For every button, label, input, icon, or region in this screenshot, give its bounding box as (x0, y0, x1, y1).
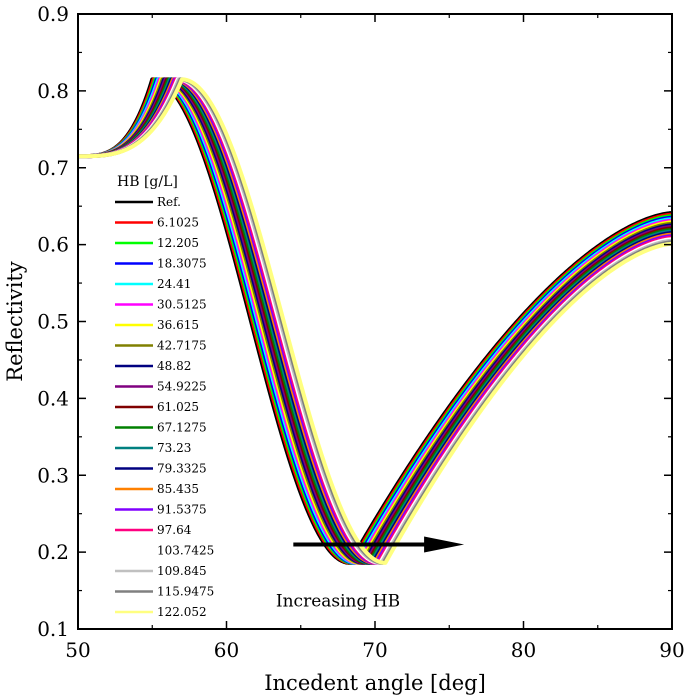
legend-label-6: 36.615 (157, 318, 199, 332)
y-axis-title: Reflectivity (3, 261, 27, 382)
legend-label-11: 67.1275 (157, 421, 207, 435)
legend-label-14: 85.435 (157, 482, 199, 496)
x-tick-label: 90 (659, 638, 684, 662)
legend-label-5: 30.5125 (157, 298, 207, 312)
x-tick-label: 80 (511, 638, 536, 662)
y-tick-label: 0.8 (37, 79, 69, 103)
legend-label-8: 48.82 (157, 359, 191, 373)
legend-label-19: 115.9475 (157, 585, 214, 599)
y-tick-label: 0.2 (37, 540, 69, 564)
x-tick-label: 60 (214, 638, 239, 662)
legend-label-9: 54.9225 (157, 380, 207, 394)
legend-label-10: 61.025 (157, 400, 199, 414)
y-tick-label: 0.3 (37, 463, 69, 487)
legend-label-2: 12.205 (157, 236, 199, 250)
legend-label-7: 42.7175 (157, 339, 207, 353)
legend-label-13: 79.3325 (157, 462, 207, 476)
legend-title: HB [g/L] (117, 174, 178, 190)
legend-label-0: Ref. (157, 195, 181, 209)
legend-label-12: 73.23 (157, 441, 191, 455)
y-axis-ticks: 0.1 0.2 0.3 0.4 0.5 0.6 0.7 0.8 0.9 (37, 2, 672, 641)
x-axis-ticks: 50 60 70 80 90 (65, 14, 685, 662)
legend-label-17: 103.7425 (157, 544, 214, 558)
x-tick-label: 70 (362, 638, 387, 662)
legend-label-16: 97.64 (157, 523, 192, 537)
series-line-20 (78, 77, 672, 565)
y-tick-label: 0.6 (37, 233, 69, 257)
arrow-head-icon (424, 536, 465, 553)
annotation-label: Increasing HB (276, 591, 400, 611)
legend-label-18: 109.845 (157, 564, 207, 578)
x-axis-title: Incedent angle [deg] (264, 671, 486, 695)
legend-label-4: 24.41 (157, 277, 191, 291)
y-tick-label: 0.4 (37, 386, 69, 410)
series-curves (78, 77, 672, 565)
legend-label-20: 122.052 (157, 605, 207, 619)
y-tick-label: 0.7 (37, 156, 69, 180)
legend: HB [g/L] Ref. 6.1025 12.205 18.3075 24.41 30.… (115, 174, 214, 619)
y-tick-label: 0.5 (37, 310, 69, 334)
legend-label-3: 18.3075 (157, 257, 207, 271)
y-tick-label: 0.9 (37, 2, 69, 26)
legend-label-15: 91.5375 (157, 503, 207, 517)
legend-label-1: 6.1025 (157, 216, 199, 230)
x-tick-label: 50 (65, 638, 90, 662)
increasing-hb-annotation: Increasing HB (276, 536, 465, 611)
y-tick-label: 0.1 (37, 617, 69, 641)
